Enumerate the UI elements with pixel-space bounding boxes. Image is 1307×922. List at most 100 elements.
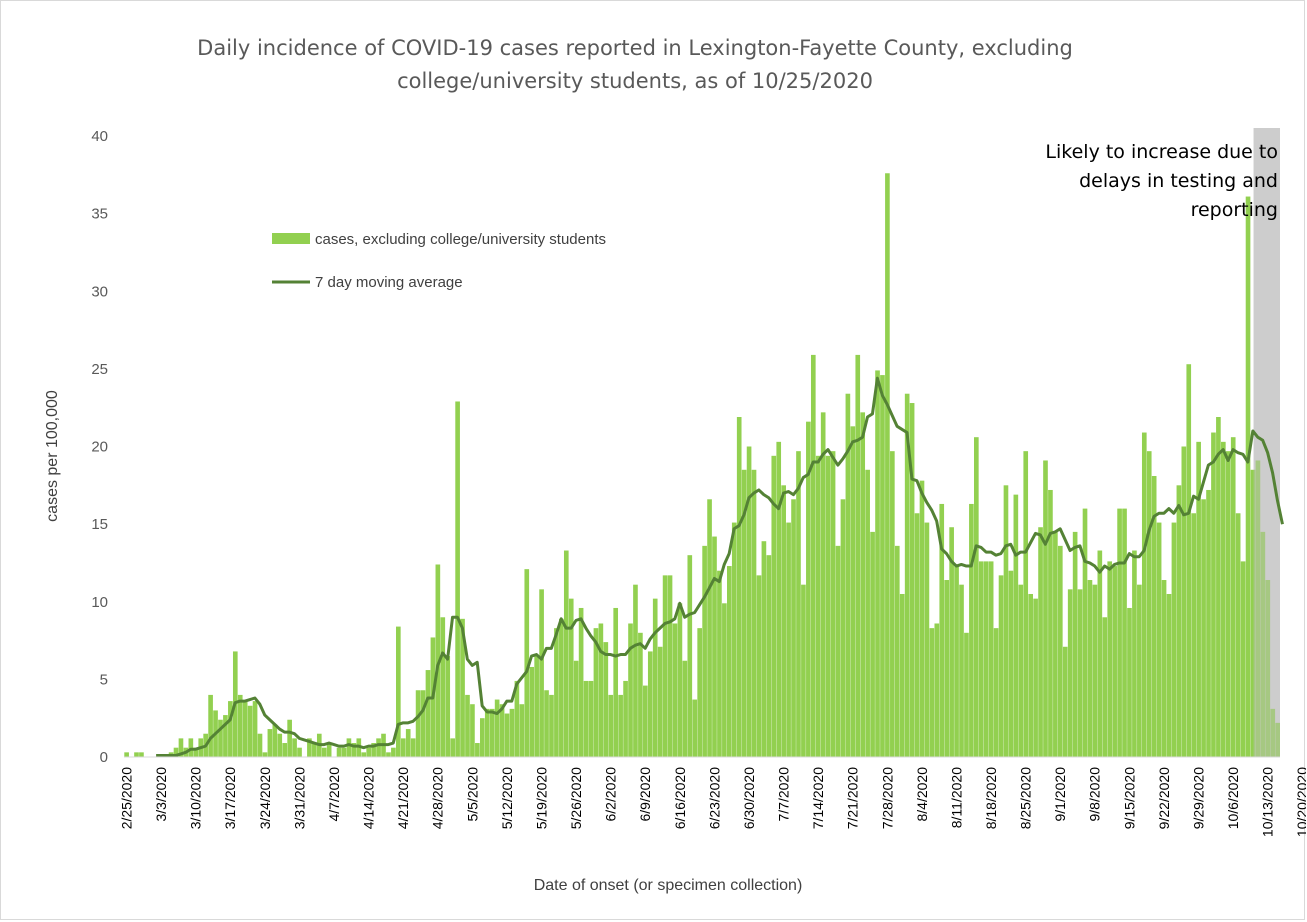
y-tick-label: 40 bbox=[91, 128, 108, 145]
bar bbox=[1146, 451, 1152, 757]
bar bbox=[578, 607, 584, 757]
bar bbox=[830, 451, 836, 757]
y-tick-label: 5 bbox=[100, 671, 108, 688]
x-tick-label: 4/7/2020 bbox=[326, 767, 342, 822]
bar bbox=[949, 527, 954, 757]
x-tick-label: 4/14/2020 bbox=[361, 767, 377, 829]
bar bbox=[396, 626, 401, 757]
bar bbox=[475, 743, 480, 757]
bar bbox=[504, 713, 510, 757]
bar bbox=[1048, 489, 1053, 757]
x-tick-label: 10/6/2020 bbox=[1225, 767, 1241, 829]
bar bbox=[810, 354, 816, 757]
moving-average-series bbox=[156, 376, 1284, 757]
bar bbox=[924, 522, 930, 757]
x-tick-label: 8/18/2020 bbox=[983, 767, 999, 829]
bar bbox=[1013, 494, 1019, 757]
bar bbox=[559, 618, 564, 757]
x-tick-label: 3/3/2020 bbox=[153, 767, 169, 822]
bar bbox=[1057, 545, 1063, 757]
bar bbox=[677, 603, 683, 757]
bar bbox=[405, 729, 411, 757]
x-tick-label: 5/12/2020 bbox=[499, 767, 515, 829]
bar bbox=[741, 469, 747, 757]
bar bbox=[731, 522, 737, 757]
bar bbox=[1211, 432, 1216, 757]
bar bbox=[598, 623, 604, 757]
bar bbox=[455, 401, 460, 757]
bar bbox=[257, 733, 263, 757]
bar bbox=[1097, 550, 1103, 757]
bar bbox=[554, 628, 559, 757]
y-tick-labels: 0 5 10 15 20 25 30 35 40 bbox=[91, 128, 108, 766]
bar bbox=[998, 575, 1004, 757]
x-tick-label: 9/8/2020 bbox=[1087, 767, 1103, 822]
bar bbox=[899, 593, 905, 757]
bar bbox=[914, 513, 920, 757]
x-tick-label: 3/17/2020 bbox=[222, 767, 238, 829]
bar bbox=[1206, 489, 1211, 757]
bar bbox=[1245, 196, 1251, 758]
bar bbox=[647, 651, 653, 757]
bar bbox=[1008, 570, 1014, 757]
bar bbox=[341, 747, 347, 757]
bar bbox=[781, 485, 786, 757]
bar bbox=[934, 623, 940, 757]
bar bbox=[776, 441, 782, 757]
bar bbox=[875, 370, 880, 757]
bar bbox=[1137, 584, 1142, 757]
bar bbox=[1018, 584, 1024, 757]
bar bbox=[549, 694, 554, 757]
bar bbox=[1077, 589, 1083, 757]
x-tick-label: 2/25/2020 bbox=[118, 767, 134, 829]
bar bbox=[134, 752, 139, 757]
x-tick-label: 9/22/2020 bbox=[1156, 767, 1172, 829]
bar bbox=[450, 738, 455, 757]
bar bbox=[1087, 580, 1093, 757]
bar bbox=[825, 455, 831, 757]
bar bbox=[292, 738, 297, 757]
bar bbox=[361, 752, 367, 757]
bar bbox=[1102, 617, 1108, 757]
bar-series bbox=[124, 128, 1280, 758]
bar bbox=[806, 421, 811, 757]
bar bbox=[726, 566, 732, 757]
bar bbox=[1181, 446, 1187, 757]
bar bbox=[1156, 522, 1162, 757]
x-tick-label: 3/31/2020 bbox=[291, 767, 307, 829]
legend-label-cases: cases, excluding college/university stud… bbox=[315, 231, 606, 248]
chart-title-line-1: Daily incidence of COVID-19 cases report… bbox=[197, 36, 1073, 60]
bar bbox=[657, 646, 663, 757]
bar bbox=[435, 564, 441, 757]
bar bbox=[321, 747, 327, 757]
bar bbox=[494, 699, 500, 757]
bar bbox=[736, 417, 742, 757]
bar bbox=[465, 694, 470, 757]
y-tick-label: 30 bbox=[91, 283, 108, 300]
bar bbox=[1176, 485, 1182, 757]
bar bbox=[835, 545, 841, 757]
bar bbox=[697, 628, 702, 757]
x-tick-label: 8/25/2020 bbox=[1018, 767, 1034, 829]
bar bbox=[919, 480, 925, 757]
bar bbox=[1201, 499, 1206, 757]
bar bbox=[218, 719, 223, 757]
bar bbox=[237, 694, 243, 757]
bar bbox=[1191, 513, 1197, 757]
bar bbox=[228, 701, 233, 757]
bar bbox=[613, 607, 619, 757]
y-tick-label: 15 bbox=[91, 516, 108, 533]
bar bbox=[766, 555, 772, 757]
bar bbox=[1270, 708, 1276, 757]
x-tick-label: 8/11/2020 bbox=[948, 767, 964, 828]
bar bbox=[366, 747, 372, 757]
bar bbox=[371, 743, 376, 757]
bar bbox=[376, 738, 381, 757]
bar bbox=[722, 603, 727, 757]
bar bbox=[969, 503, 974, 757]
bar bbox=[173, 747, 179, 757]
bar bbox=[662, 575, 668, 757]
bar bbox=[1196, 441, 1201, 757]
bar bbox=[865, 469, 870, 757]
